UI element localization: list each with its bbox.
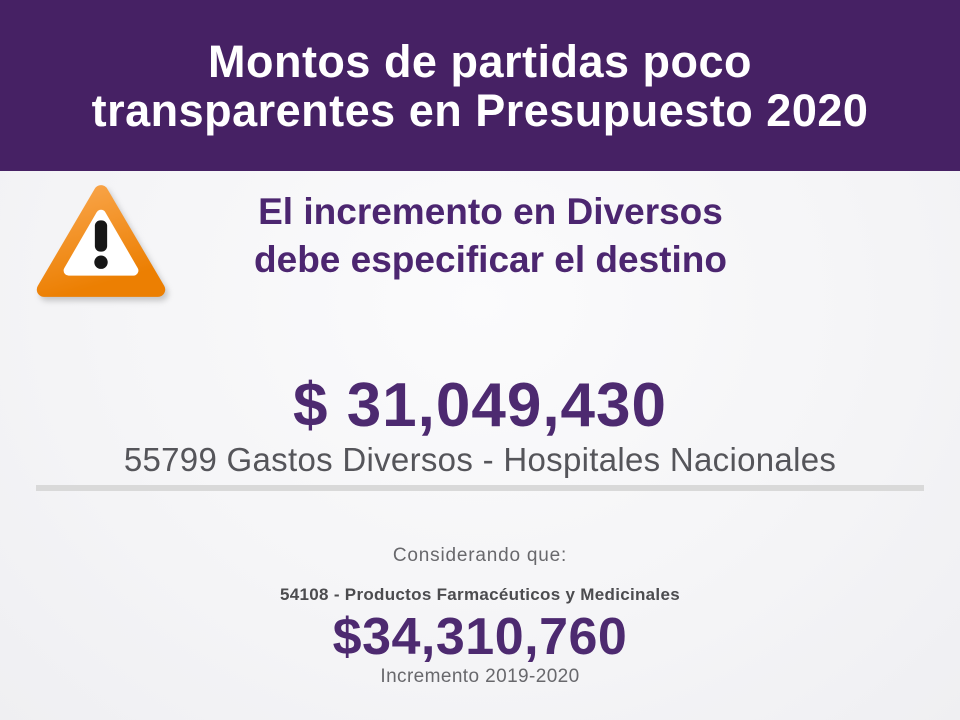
warning-triangle-icon xyxy=(36,185,166,297)
consideration-amount: $34,310,760 xyxy=(332,608,628,666)
main-amount: $ 31,049,430 xyxy=(292,371,667,440)
alert-message-line-1: El incremento en Diversos xyxy=(258,191,723,232)
alert-message: El incremento en Diversos debe especific… xyxy=(178,188,803,284)
alert-message-line-2: debe especificar el destino xyxy=(254,239,727,280)
main-amount-label: 55799 Gastos Diversos - Hospitales Nacio… xyxy=(123,441,837,478)
slide-header: Montos de partidas poco transparentes en… xyxy=(0,0,960,171)
slide-title-line-2: transparentes en Presupuesto 2020 xyxy=(91,84,869,136)
consideration-item-label: 54108 - Productos Farmacéuticos y Medici… xyxy=(280,585,680,604)
consideration-note: Incremento 2019-2020 xyxy=(380,666,580,687)
slide-title-line-1: Montos de partidas poco xyxy=(207,35,753,87)
consideration-intro: Considerando que: xyxy=(392,545,568,566)
horizontal-divider xyxy=(36,485,924,491)
